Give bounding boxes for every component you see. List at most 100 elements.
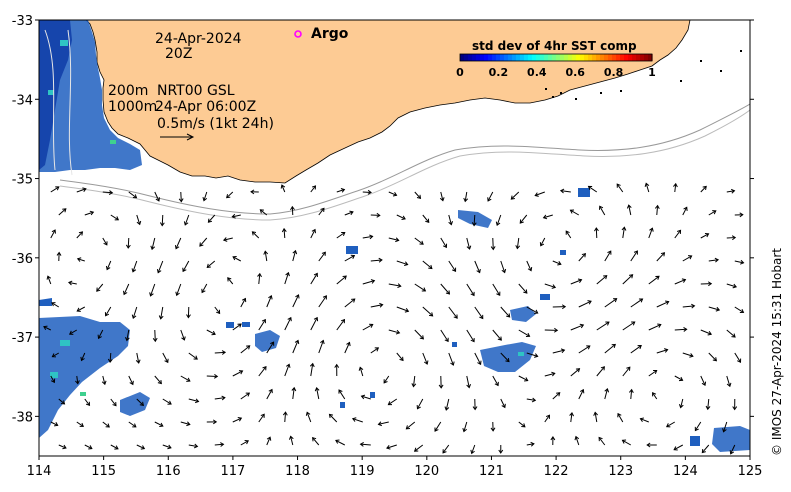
current-arrow <box>154 421 164 427</box>
current-arrow-head <box>132 423 137 428</box>
colorbar-segment <box>632 54 637 61</box>
colorbar-segment <box>464 54 469 61</box>
colorbar-segment <box>616 54 621 61</box>
current-arrow-head <box>550 436 556 441</box>
current-arrow-head <box>737 358 742 363</box>
current-arrow <box>544 372 555 377</box>
current-arrow-head <box>628 388 634 394</box>
current-arrow-head <box>471 222 477 227</box>
contour-1000m <box>59 109 750 221</box>
x-tick-label: 115 <box>91 464 116 479</box>
current-arrow-head <box>350 254 356 259</box>
current-arrow <box>535 191 545 196</box>
current-arrow-head <box>257 272 262 278</box>
current-arrow-head <box>114 445 119 450</box>
current-arrow-head <box>534 309 539 314</box>
current-arrow-head <box>603 275 608 280</box>
current-arrow <box>471 444 476 454</box>
current-arrow <box>726 375 731 387</box>
current-arrow <box>674 279 686 285</box>
current-arrow-head <box>129 380 134 386</box>
current-arrow-head <box>404 308 410 313</box>
current-arrow-head <box>616 183 621 188</box>
current-arrow <box>344 298 356 308</box>
current-arrow-head <box>505 357 510 363</box>
current-arrow-head <box>649 227 654 232</box>
current-arrow <box>616 183 624 193</box>
current-arrow-head <box>266 436 272 441</box>
current-arrow-head <box>312 437 317 442</box>
current-arrow-head <box>729 450 735 455</box>
y-tick-label: -33 <box>12 14 33 29</box>
current-arrow-head <box>359 441 364 447</box>
current-arrow <box>162 398 172 405</box>
current-arrow-head <box>282 411 288 416</box>
current-arrow-head <box>287 316 292 322</box>
colorbar-segment <box>460 54 465 61</box>
current-arrow-head <box>237 417 243 422</box>
current-arrow-head <box>186 377 191 382</box>
current-arrow <box>682 207 688 216</box>
current-arrow <box>648 370 657 377</box>
current-arrow-head <box>691 303 696 309</box>
x-tick-label: 117 <box>220 464 245 479</box>
current-arrow-head <box>131 314 137 319</box>
current-arrow-head <box>193 355 198 360</box>
current-arrow <box>260 209 268 216</box>
current-arrow-head <box>89 210 95 216</box>
current-arrow <box>292 250 297 262</box>
current-arrow-head <box>212 419 218 425</box>
current-arrow-head <box>633 250 638 255</box>
current-arrow-head <box>140 445 146 450</box>
current-arrow <box>414 444 424 452</box>
current-arrow-head <box>598 436 603 442</box>
current-arrow-head <box>587 185 593 190</box>
current-arrow-head <box>68 330 74 335</box>
credit-text: © IMOS 27-Apr-2024 15:31 Hobart <box>770 248 784 456</box>
current-arrow-head <box>575 368 581 373</box>
current-arrow-head <box>82 187 87 192</box>
current-arrow <box>492 283 501 296</box>
current-arrow <box>306 412 312 423</box>
current-arrow-head <box>280 184 286 189</box>
current-arrow <box>188 352 198 360</box>
current-arrow <box>136 398 144 406</box>
current-arrow-head <box>268 294 273 300</box>
current-arrow <box>188 444 198 447</box>
colorbar-tick-label: 0.4 <box>527 66 547 79</box>
current-arrow-head <box>285 363 291 368</box>
current-arrow-head <box>470 449 475 455</box>
x-tick-label: 116 <box>156 464 181 479</box>
current-arrow-head <box>665 300 670 305</box>
current-arrow <box>570 279 582 285</box>
x-tick-label: 122 <box>544 464 569 479</box>
current-arrow-head <box>186 421 191 427</box>
current-arrow-head <box>194 398 200 404</box>
current-arrow <box>284 364 290 377</box>
current-arrow <box>526 352 538 357</box>
current-arrow <box>161 214 164 226</box>
current-arrow <box>180 329 185 341</box>
colorbar-segment <box>512 54 517 61</box>
current-arrow <box>226 191 234 199</box>
colorbar-segment <box>476 54 481 61</box>
colorbar-segment <box>528 54 533 61</box>
current-arrow <box>316 387 320 400</box>
current-arrow-head <box>131 268 137 273</box>
velocity-scale-arrow <box>160 133 195 141</box>
current-arrow-head <box>534 353 539 358</box>
current-arrow-head <box>305 411 311 416</box>
current-arrow <box>656 349 668 354</box>
current-arrow-head <box>551 371 556 377</box>
current-arrow-head <box>665 423 671 428</box>
current-arrow-head <box>637 345 642 350</box>
current-arrow <box>76 306 86 312</box>
colorbar-segment <box>520 54 525 61</box>
current-arrow-head <box>673 446 678 451</box>
current-arrow <box>240 298 246 308</box>
current-arrow <box>344 255 355 262</box>
current-arrow-head <box>631 321 636 326</box>
current-arrow-head <box>124 336 130 342</box>
current-arrow <box>157 260 164 273</box>
current-arrow <box>700 233 709 239</box>
